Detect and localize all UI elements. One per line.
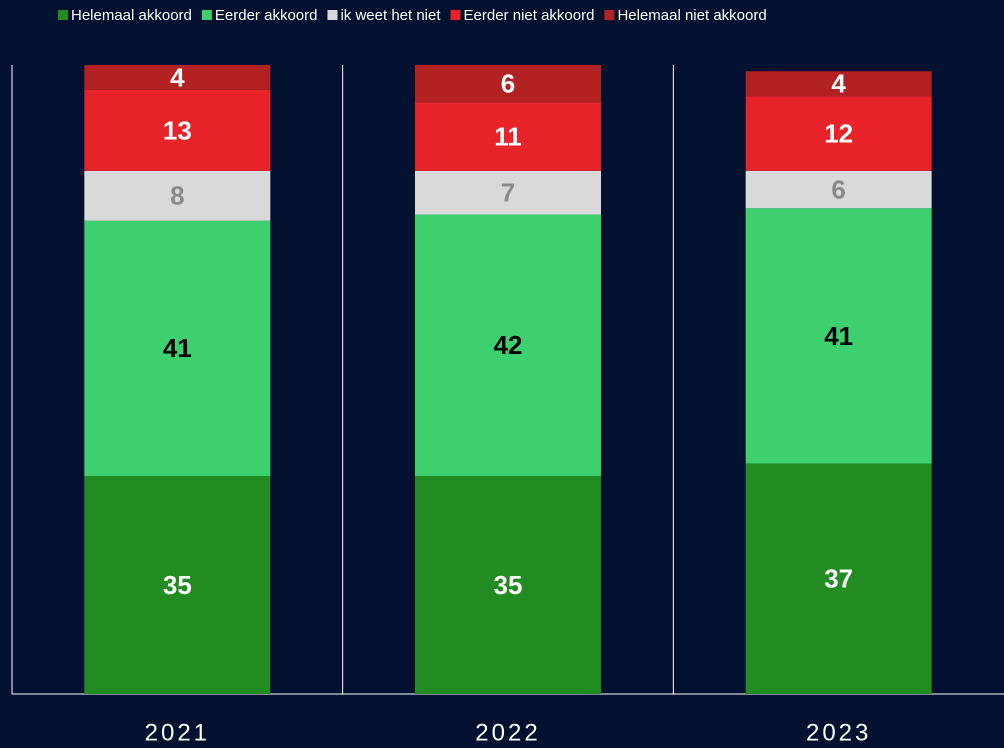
bar-segment — [84, 476, 271, 694]
legend: Helemaal akkoord Eerder akkoord ik weet he… — [58, 7, 767, 24]
data-label: 37 — [824, 564, 853, 594]
legend-label: Helemaal akkoord — [71, 7, 192, 24]
bar-segment — [745, 463, 932, 694]
bar-segment — [84, 170, 271, 221]
bar-segment — [415, 170, 601, 215]
bar-segment — [745, 71, 932, 97]
data-label: 35 — [163, 570, 192, 600]
bar-segment — [415, 476, 601, 694]
data-label: 8 — [170, 181, 184, 211]
x-tick-label: 2022 — [475, 719, 540, 746]
bar-segment — [84, 65, 271, 90]
legend-swatch — [58, 10, 68, 20]
legend-label: ik weet het niet — [340, 7, 441, 24]
bar-segment — [415, 102, 601, 171]
legend-swatch — [450, 10, 461, 20]
data-label: 35 — [494, 570, 523, 600]
bar-segment — [415, 214, 601, 477]
bar-segment — [745, 208, 932, 464]
data-label: 6 — [501, 69, 515, 99]
data-label: 7 — [501, 178, 515, 208]
legend-swatch — [604, 10, 615, 20]
legend-label: Helemaal niet akkoord — [617, 7, 766, 24]
data-label: 41 — [824, 321, 853, 351]
bar-segment — [745, 170, 932, 209]
legend-label: Eerder niet akkoord — [464, 7, 595, 24]
data-label: 4 — [170, 62, 185, 92]
bar-segment — [415, 65, 601, 103]
data-label: 13 — [163, 115, 192, 145]
x-tick-label: 2021 — [145, 719, 210, 746]
data-label: 12 — [824, 118, 853, 148]
data-label: 42 — [494, 330, 523, 360]
bar-segment — [84, 220, 271, 477]
data-label: 4 — [831, 69, 846, 99]
data-label: 6 — [831, 174, 845, 204]
bar-segment — [745, 96, 932, 171]
legend-swatch — [327, 10, 338, 20]
data-label: 41 — [163, 333, 192, 363]
x-tick-label: 2023 — [806, 719, 871, 746]
legend-swatch — [201, 10, 212, 20]
legend-label: Eerder akkoord — [215, 7, 318, 24]
bar-segment — [84, 89, 271, 171]
data-label: 11 — [494, 121, 522, 151]
